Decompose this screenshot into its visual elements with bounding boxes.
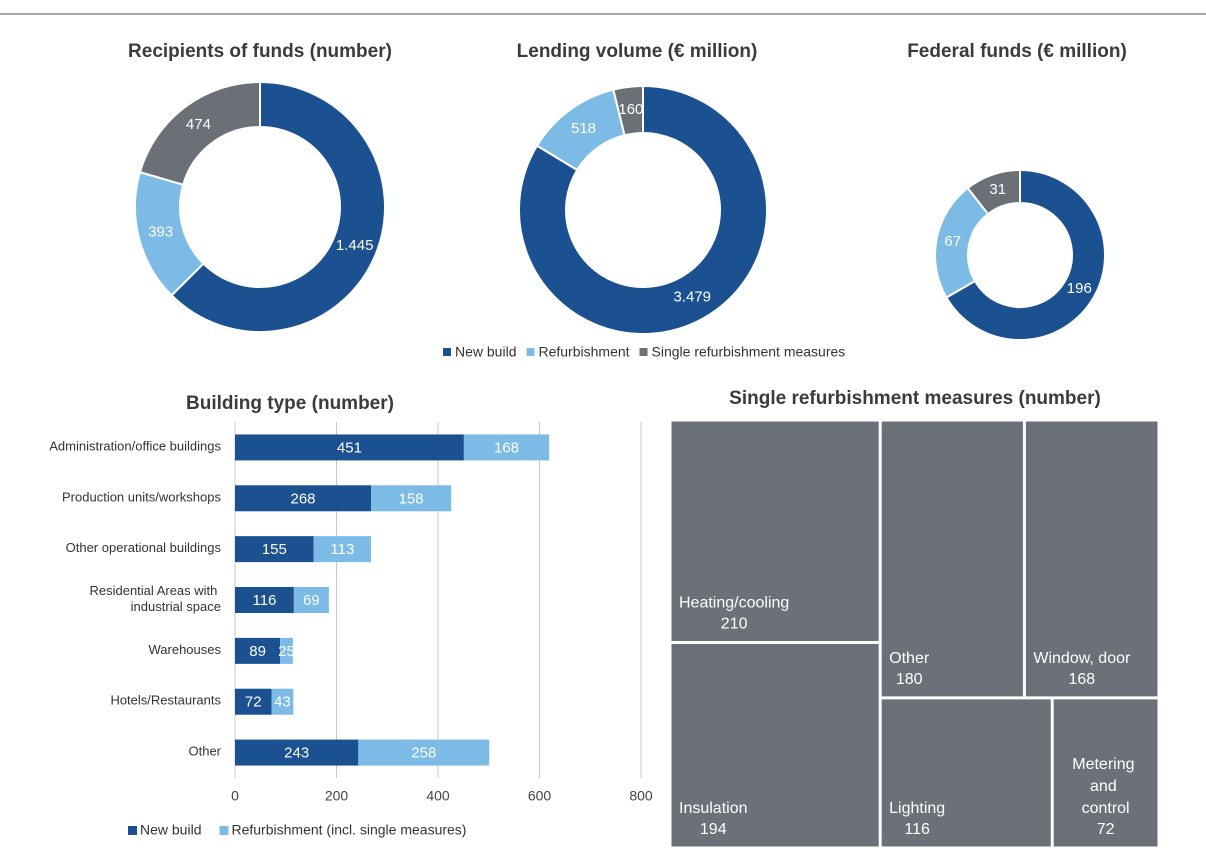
treemap-tile — [671, 643, 879, 847]
legend-label: New build — [140, 822, 201, 838]
bar-label: 268 — [290, 490, 315, 507]
y-tick-label: Production units/workshops — [62, 490, 221, 505]
treemap-tile — [1025, 421, 1158, 697]
legend-label: New build — [455, 344, 516, 360]
bar-label: 113 — [330, 541, 354, 558]
tile-label: Heating/cooling — [679, 595, 789, 612]
bar-label: 43 — [274, 694, 291, 711]
bar-label: 243 — [284, 745, 309, 762]
y-tick-label: Residential Areas with industrial space — [89, 583, 221, 614]
tile-label: Metering and control — [1072, 756, 1139, 817]
bar-label: 155 — [262, 541, 287, 558]
donut-slice — [518, 84, 768, 335]
x-tick-label: 0 — [231, 788, 239, 804]
legend-label: Refurbishment — [538, 344, 629, 360]
legend-swatch — [443, 348, 451, 356]
donut-title: Federal funds (€ million) — [907, 41, 1127, 62]
legend-label: Refurbishment (incl. single measures) — [231, 822, 466, 838]
treemap-tile — [881, 421, 1023, 697]
bar-label: 89 — [249, 643, 266, 660]
treemap-tile — [881, 699, 1051, 847]
bar-label: 451 — [337, 439, 362, 456]
bar-segment — [293, 587, 329, 613]
slice-label: 393 — [148, 223, 173, 240]
bar-label: 72 — [245, 694, 262, 711]
x-tick-label: 800 — [629, 788, 653, 804]
tile-value: 168 — [1069, 671, 1096, 688]
donut-slice — [612, 84, 644, 137]
y-tick-label: Other — [188, 744, 221, 759]
x-tick-label: 400 — [426, 788, 450, 804]
tile-label: Other — [889, 650, 930, 667]
slice-label: 3.479 — [673, 289, 711, 306]
donut-slice — [138, 80, 261, 186]
chart-title: Single refurbishment measures (number) — [729, 388, 1101, 409]
chart-title: Building type (number) — [186, 393, 394, 414]
treemap-tile — [1053, 699, 1158, 847]
slice-label: 1.445 — [336, 237, 374, 254]
bar-segment — [313, 536, 372, 563]
slice-label: 196 — [1067, 280, 1092, 297]
slice-label: 31 — [989, 181, 1006, 198]
x-tick-label: 200 — [325, 788, 349, 804]
bar-label: 69 — [303, 592, 320, 609]
tile-value: 180 — [896, 671, 923, 688]
y-tick-label: Administration/office buildings — [49, 439, 221, 454]
bar-segment — [235, 637, 281, 664]
x-tick-label: 600 — [528, 788, 552, 804]
treemap-tile — [671, 421, 879, 641]
tile-value: 72 — [1097, 821, 1115, 838]
donut-slice — [170, 80, 386, 333]
y-tick-label: Warehouses — [149, 642, 222, 657]
donut-slice — [945, 168, 1106, 341]
tile-label: Window, door — [1033, 650, 1131, 667]
donut-title: Recipients of funds (number) — [128, 41, 392, 62]
slice-label: 160 — [618, 101, 643, 118]
bar-segment — [463, 434, 550, 461]
bar-segment — [235, 739, 359, 766]
slice-label: 67 — [944, 233, 961, 250]
bar-segment — [235, 434, 464, 461]
tile-value: 194 — [700, 821, 727, 838]
bar-segment — [371, 485, 452, 512]
legend-label: Single refurbishment measures — [652, 344, 846, 360]
legend-swatch — [639, 348, 648, 356]
tile-value: 116 — [904, 821, 930, 838]
tile-label: Insulation — [679, 800, 748, 817]
legend-swatch — [526, 348, 535, 356]
bar-label: 116 — [252, 592, 276, 609]
bar-segment — [235, 587, 294, 613]
bar-label: 158 — [399, 490, 424, 507]
bar-segment — [235, 485, 372, 512]
donut-title: Lending volume (€ million) — [517, 41, 758, 62]
tile-label: Lighting — [889, 800, 945, 817]
bar-label: 25 — [278, 643, 295, 660]
slice-label: 518 — [571, 120, 596, 137]
legend-swatch — [219, 826, 229, 835]
bar-segment — [235, 688, 272, 715]
donut-slice — [966, 168, 1021, 216]
slice-label: 474 — [186, 116, 211, 133]
y-tick-label: Hotels/Restaurants — [110, 693, 221, 708]
legend-swatch — [128, 826, 137, 835]
bar-segment — [280, 637, 293, 664]
bar-label: 168 — [494, 439, 519, 456]
bar-segment — [235, 536, 314, 563]
bar-label: 258 — [411, 745, 436, 762]
bar-segment — [271, 688, 294, 715]
bar-segment — [358, 739, 490, 766]
tile-value: 210 — [721, 616, 748, 633]
y-tick-label: Other operational buildings — [66, 541, 222, 556]
